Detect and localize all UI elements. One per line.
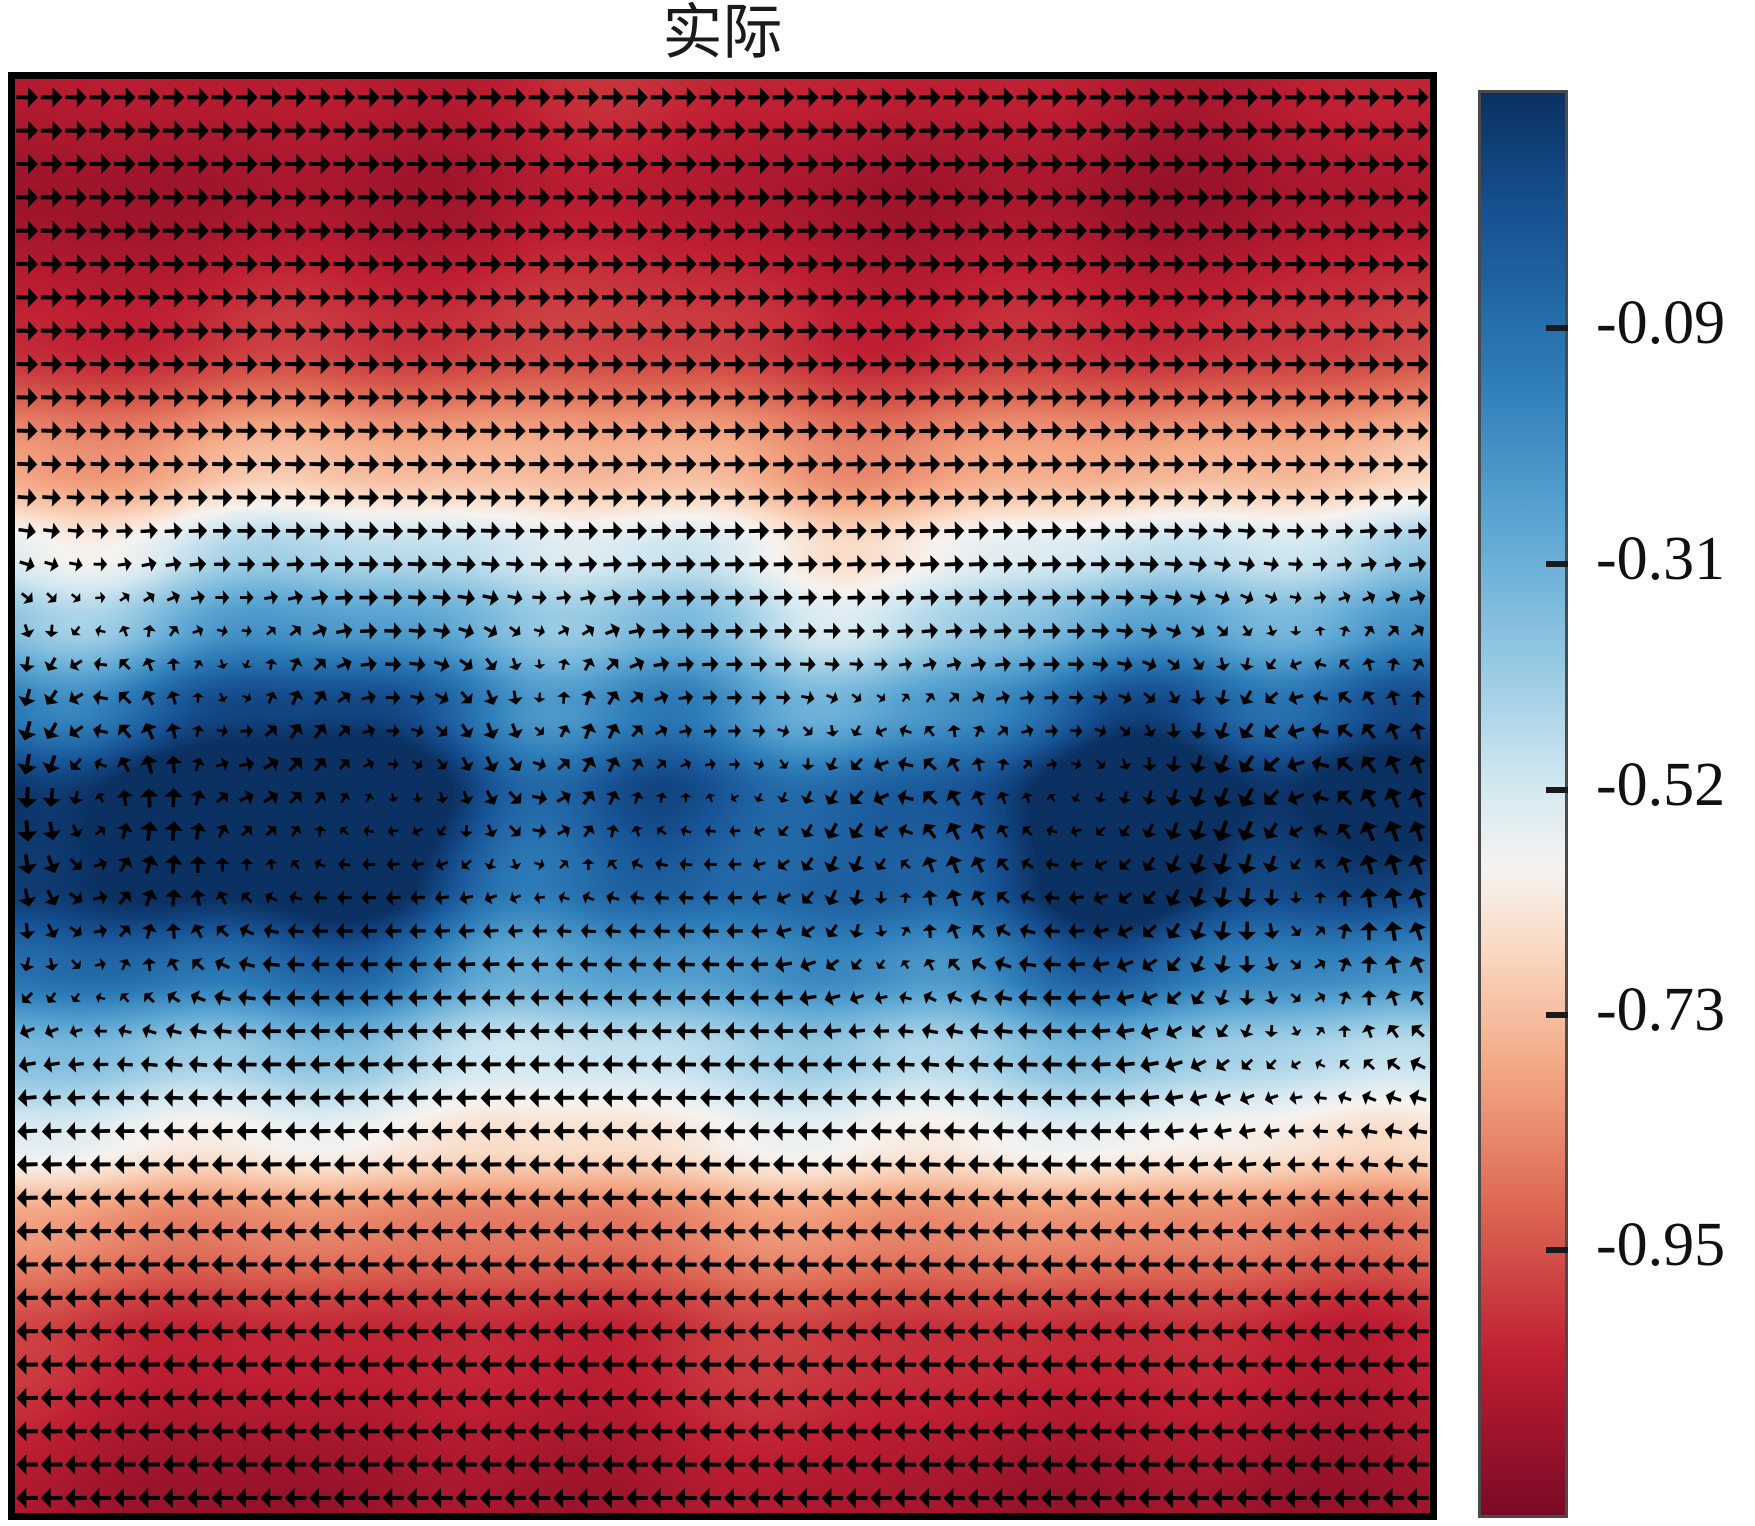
colorbar-gradient [1478, 90, 1568, 1518]
colorbar-label-2: -0.52 [1596, 750, 1726, 819]
colorbar-tick-2 [1546, 786, 1568, 793]
colorbar-tick-4 [1546, 1246, 1568, 1253]
colorbar-label-0: -0.09 [1596, 289, 1726, 358]
colorbar-tick-3 [1546, 1012, 1568, 1019]
colorbar-label-4: -0.95 [1596, 1210, 1726, 1279]
colorbar-label-1: -0.31 [1596, 525, 1726, 594]
colorbar-tick-0 [1546, 325, 1568, 332]
colorbar[interactable] [1478, 90, 1568, 1518]
colorbar-label-3: -0.73 [1596, 976, 1726, 1045]
scalar-field-heatmap [15, 79, 1430, 1513]
colorbar-tick-1 [1546, 561, 1568, 568]
page-title: 实际 [662, 0, 783, 68]
main-axes [8, 72, 1437, 1520]
